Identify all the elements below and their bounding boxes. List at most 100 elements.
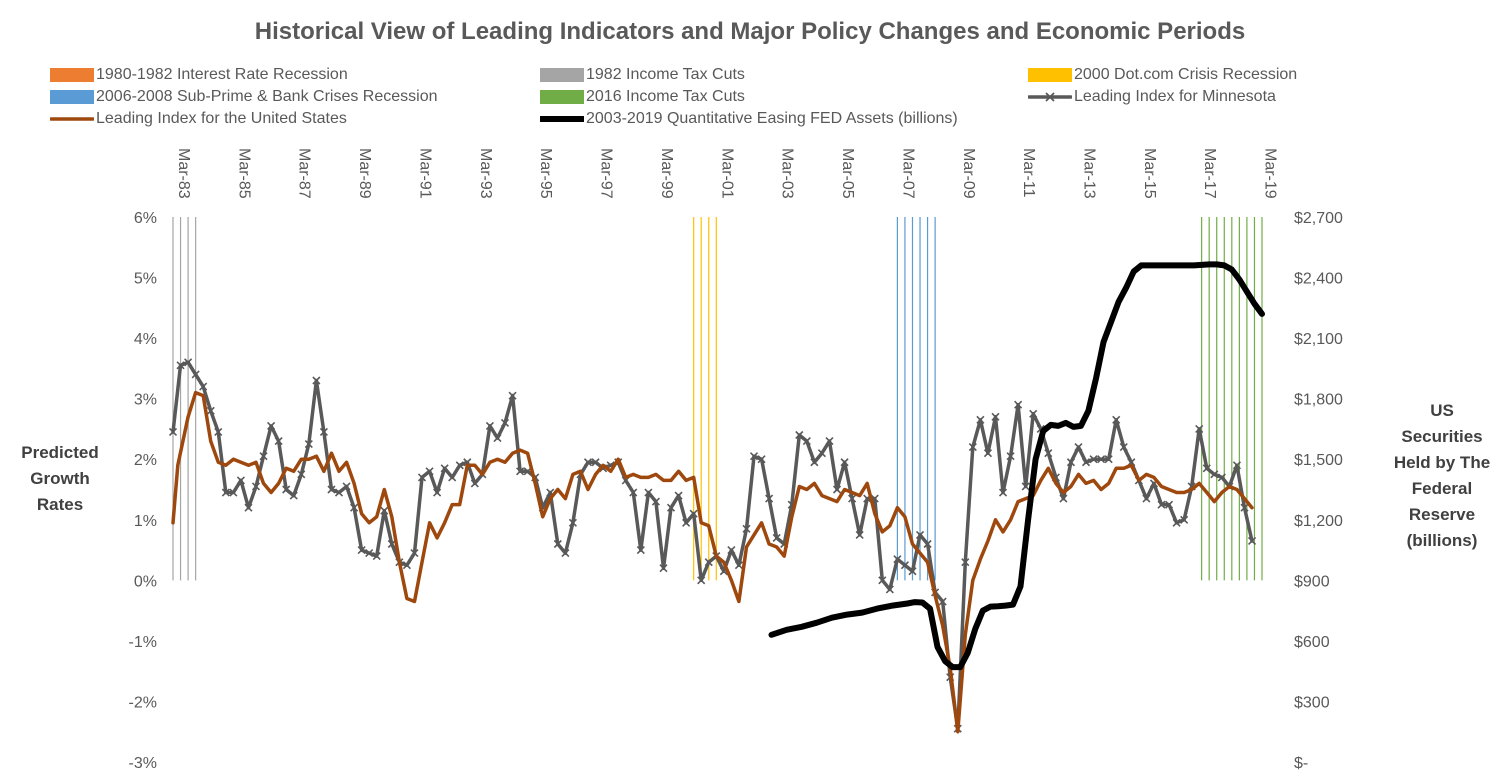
series-marker [1142,494,1151,503]
legend-label: 1980-1982 Interest Rate Recession [96,66,348,83]
x-tick-label: Mar-93 [477,148,494,199]
series-marker [697,576,706,585]
series-marker [433,488,442,497]
series-marker [297,470,306,479]
legend-swatch [1028,87,1072,107]
legend-swatch [50,109,94,129]
legend-swatch [50,90,94,104]
legend-item: Leading Index for the United States [50,109,347,129]
series-marker [644,488,653,497]
series-marker [832,485,842,494]
series-marker [191,370,200,379]
series-marker [908,567,917,576]
series-marker [1097,455,1106,464]
series-marker [516,467,525,476]
y-right-tick-label: $- [1294,755,1308,772]
series-marker [734,561,743,570]
series-marker [802,436,811,446]
y-left-tick-label: 3% [134,392,157,409]
series-marker [765,494,774,503]
series-marker [1112,415,1121,424]
series-marker [493,433,502,443]
series-marker [176,361,185,370]
x-tick-label: Mar-17 [1201,148,1218,199]
series-marker [221,488,230,497]
series-marker [1021,482,1030,491]
x-tick-label: Mar-11 [1020,148,1037,198]
series-marker [1074,443,1083,452]
x-tick-label: Mar-89 [356,148,373,199]
x-tick-label: Mar-87 [296,148,313,199]
y-right-tick-label: $2,400 [1294,271,1343,288]
series-marker [583,458,593,467]
series-marker [591,458,600,467]
series-marker [289,491,298,500]
legend-item: 2000 Dot.com Crisis Recession [1028,65,1297,85]
series-marker [923,539,932,549]
series-marker [417,473,427,482]
series-marker [900,561,910,570]
legend-label: 2016 Income Tax Cuts [586,88,745,105]
series-marker [1217,473,1226,482]
series-marker [251,482,261,491]
legend-label: Leading Index for the United States [96,110,347,127]
series-marker [1164,500,1174,509]
y-right-tick-label: $900 [1294,573,1330,590]
series-marker [1172,518,1181,527]
series-marker [848,494,857,503]
legend-swatch [1028,68,1072,82]
series-marker [991,412,1000,421]
series-marker [749,452,759,461]
series-marker [319,427,328,437]
series-marker [810,458,819,467]
series-marker [757,455,766,464]
series-marker [312,376,321,385]
legend-item: 2003-2019 Quantitative Easing FED Assets… [540,109,958,129]
series-marker [727,545,736,555]
series-marker [327,485,336,494]
series-marker [983,449,993,458]
legend-swatch [50,68,94,82]
y-right-tick-label: $2,700 [1294,210,1343,227]
series-marker [244,503,253,512]
series-marker [772,533,781,543]
y-left-tick-label: -1% [129,634,157,651]
series-marker [500,418,510,427]
series-marker [425,467,434,476]
y-left-tick-label: 2% [134,452,157,469]
x-tick-label: Mar-03 [779,148,796,199]
series-marker [976,415,985,424]
series-marker [1119,443,1128,452]
x-tick-label: Mar-99 [658,148,675,199]
series-marker [380,506,389,515]
left-axis-title: Predicted Growth Rates [21,443,99,514]
x-tick-label: Mar-09 [960,148,977,199]
y-right-tick-label: $2,100 [1294,331,1343,348]
series-marker [651,497,660,506]
y-right-tick-label: $1,800 [1294,392,1343,409]
series-marker [689,509,698,518]
x-tick-label: Mar-95 [537,148,554,199]
series-marker [961,558,970,567]
series-marker [1029,409,1038,418]
series-marker [236,476,245,485]
series-marker [1202,464,1211,473]
series-marker [206,406,215,415]
series-marker [1044,449,1053,458]
series-marker [636,545,645,555]
legend-swatch [540,109,584,129]
legend-item: 1980-1982 Interest Rate Recession [50,65,348,85]
y-left-tick-label: 6% [134,210,157,227]
series-marker [1089,455,1098,464]
series-marker [878,576,887,585]
legend-swatch [540,90,584,104]
series-marker [1014,400,1023,409]
y-left-tick-label: 0% [134,573,157,590]
series-marker [1247,536,1257,546]
series-marker [470,479,479,488]
legend-label: 2006-2008 Sub-Prime & Bank Crises Recess… [96,88,438,105]
series-marker [742,524,751,533]
series-marker [968,443,977,452]
legend-swatch [540,68,584,82]
